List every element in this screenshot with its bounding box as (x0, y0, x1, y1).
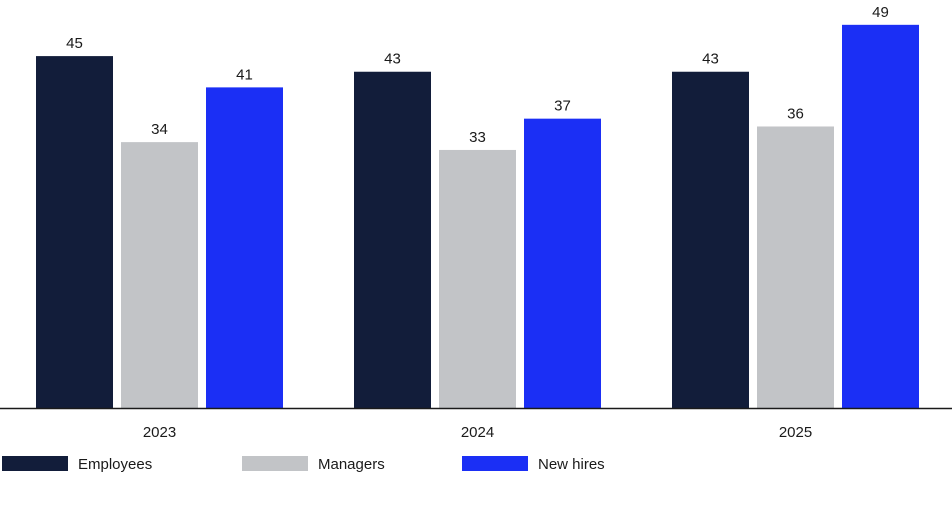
legend-item-employees: Employees (2, 456, 152, 473)
data-label-employees-2023: 45 (66, 35, 83, 52)
bar-employees-2023 (36, 56, 113, 408)
data-label-new-hires-2024: 37 (554, 98, 571, 115)
legend-swatch (2, 456, 68, 471)
legend-item-new-hires: New hires (462, 456, 605, 473)
bar-new-hires-2025 (842, 24, 919, 408)
data-label-managers-2023: 34 (151, 121, 168, 138)
legend-swatch (462, 456, 528, 471)
value-labels-group: 45 34 41 43 33 37 43 36 49 (66, 4, 889, 146)
bar-managers-2025 (757, 126, 834, 408)
data-label-new-hires-2025: 49 (872, 4, 889, 21)
data-label-managers-2025: 36 (787, 105, 804, 122)
data-label-employees-2025: 43 (702, 51, 719, 68)
data-label-new-hires-2023: 41 (236, 66, 253, 83)
legend-item-managers: Managers (242, 456, 385, 473)
legend-label: New hires (538, 456, 605, 473)
data-label-managers-2024: 33 (469, 129, 486, 146)
legend-swatch (242, 456, 308, 471)
legend-label: Managers (318, 456, 385, 473)
bar-managers-2024 (439, 149, 516, 408)
bar-managers-2023 (121, 142, 198, 408)
legend-label: Employees (78, 456, 152, 473)
x-tick-label-2025: 2025 (779, 424, 812, 441)
bar-new-hires-2024 (524, 118, 601, 408)
x-tick-label-2024: 2024 (461, 424, 494, 441)
x-tick-label-2023: 2023 (143, 424, 176, 441)
legend: Employees Managers New hires (2, 456, 605, 473)
bar-employees-2024 (354, 71, 431, 409)
x-tick-labels-group: 2023 2024 2025 (143, 424, 812, 441)
data-label-employees-2024: 43 (384, 51, 401, 68)
bars-group (36, 24, 919, 409)
bar-new-hires-2023 (206, 87, 283, 408)
bar-employees-2025 (672, 71, 749, 409)
